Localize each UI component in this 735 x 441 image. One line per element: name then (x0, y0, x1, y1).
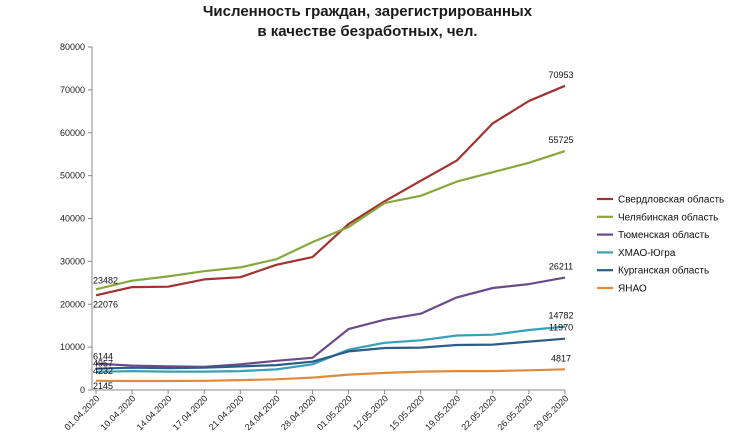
legend-label: Тюменская область (618, 229, 709, 241)
series-line (95, 276, 566, 368)
series-line (95, 84, 566, 297)
x-tick-label: 19.05.2020 (423, 393, 462, 432)
series-lines (95, 84, 566, 383)
y-tick-label: 30000 (60, 256, 85, 266)
x-tick-label: 14.04.2020 (135, 393, 174, 432)
legend-label: Курганская область (618, 265, 709, 277)
x-tick-label: 12.05.2020 (351, 393, 390, 432)
legend-label: ХМАО-Югра (618, 248, 676, 259)
data-label: 11970 (549, 323, 573, 333)
data-label: 26211 (549, 262, 573, 272)
x-tick-label: 29.05.2020 (531, 393, 570, 432)
chart-title: Численность граждан, зарегистрированных … (0, 2, 735, 42)
series-line (95, 337, 566, 370)
chart-title-line-1: Численность граждан, зарегистрированных (202, 3, 533, 20)
data-label: 4957 (93, 359, 113, 369)
y-tick-label: 20000 (60, 299, 85, 309)
x-tick-label: 15.05.2020 (387, 393, 426, 432)
data-label: 4817 (551, 353, 571, 363)
legend-label: Свердловская область (618, 194, 724, 206)
chart-legend: Свердловская область Челябинская область Т… (597, 194, 724, 295)
y-tick-label: 60000 (60, 128, 85, 138)
x-tick-label: 24.04.2020 (243, 393, 282, 432)
x-tick-label: 10.04.2020 (99, 393, 138, 432)
y-tick-label: 70000 (60, 85, 85, 95)
legend-label: Челябинская область (618, 211, 718, 223)
chart-axes: 0 10000 20000 30000 40000 50000 60000 70000 8000… (60, 42, 570, 432)
data-label: 4232 (93, 366, 113, 376)
y-tick-label: 40000 (60, 214, 85, 224)
data-label: 14782 (548, 311, 573, 321)
x-tick-label: 01.04.2020 (62, 393, 101, 432)
y-tick-label: 0 (80, 385, 85, 395)
legend-label: ЯНАО (618, 284, 647, 295)
series-line (95, 368, 566, 383)
data-label: 70953 (548, 70, 573, 80)
data-label: 2145 (93, 381, 113, 391)
series-line (95, 325, 566, 373)
x-tick-label: 28.04.2020 (279, 393, 318, 432)
x-tick-label: 17.04.2020 (171, 393, 210, 432)
y-tick-label: 10000 (60, 342, 85, 352)
data-label: 6144 (93, 352, 113, 362)
x-tick-label: 21.04.2020 (207, 393, 246, 432)
chart-title-line-2: в качестве безработных, чел. (257, 23, 478, 40)
data-label: 23482 (93, 275, 118, 285)
data-label: 55725 (548, 135, 573, 145)
x-tick-label: 01.05.2020 (315, 393, 354, 432)
y-tick-label: 80000 (60, 42, 85, 52)
x-tick-label: 26.05.2020 (495, 393, 534, 432)
y-tick-label: 50000 (60, 171, 85, 181)
x-tick-label: 22.05.2020 (459, 393, 498, 432)
data-labels: 22076 70953 23482 55725 6144 26211 4232 14782 49… (93, 70, 574, 391)
series-line (95, 150, 566, 291)
data-label: 22076 (93, 299, 118, 309)
